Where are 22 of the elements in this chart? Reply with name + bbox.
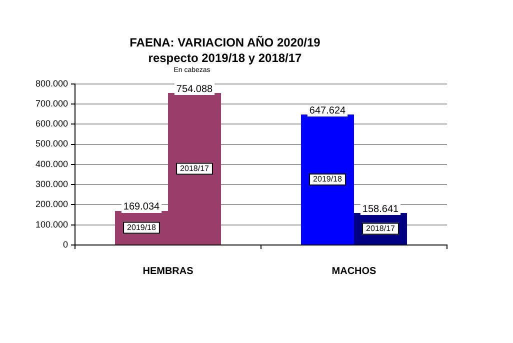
y-tick-label: 100.000 <box>35 219 68 230</box>
data-label: 754.088 <box>176 84 214 95</box>
data-label: 158.641 <box>362 204 400 215</box>
x-tick-label: HEMBRAS <box>142 266 194 277</box>
chart-subtitle: respecto 2019/18 y 2018/17 <box>148 50 302 65</box>
text: 2018/17 <box>180 164 209 173</box>
bar <box>300 114 354 244</box>
y-tick-label: 800.000 <box>35 78 68 88</box>
series-label: 2019/18 <box>127 222 157 232</box>
y-tick-label: 0 <box>62 239 68 250</box>
data-label: 647.624 <box>309 105 346 116</box>
y-tick-label: 700.000 <box>35 98 68 108</box>
chart-title: FAENA: VARIACION AÑO 2020/19 <box>130 36 321 50</box>
data-label: 169.034 <box>123 202 160 213</box>
y-tick-label: 600.000 <box>35 118 68 129</box>
text: 2019/18 <box>313 174 342 184</box>
y-tick-label: 300.000 <box>35 179 68 190</box>
x-tick-label: MACHOS <box>332 266 377 277</box>
y-tick-label: 200.000 <box>35 199 68 210</box>
series-label: 2018/17 <box>366 224 396 233</box>
y-tick-label: 500.000 <box>35 138 68 149</box>
y-tick-label: 400.000 <box>35 158 68 169</box>
